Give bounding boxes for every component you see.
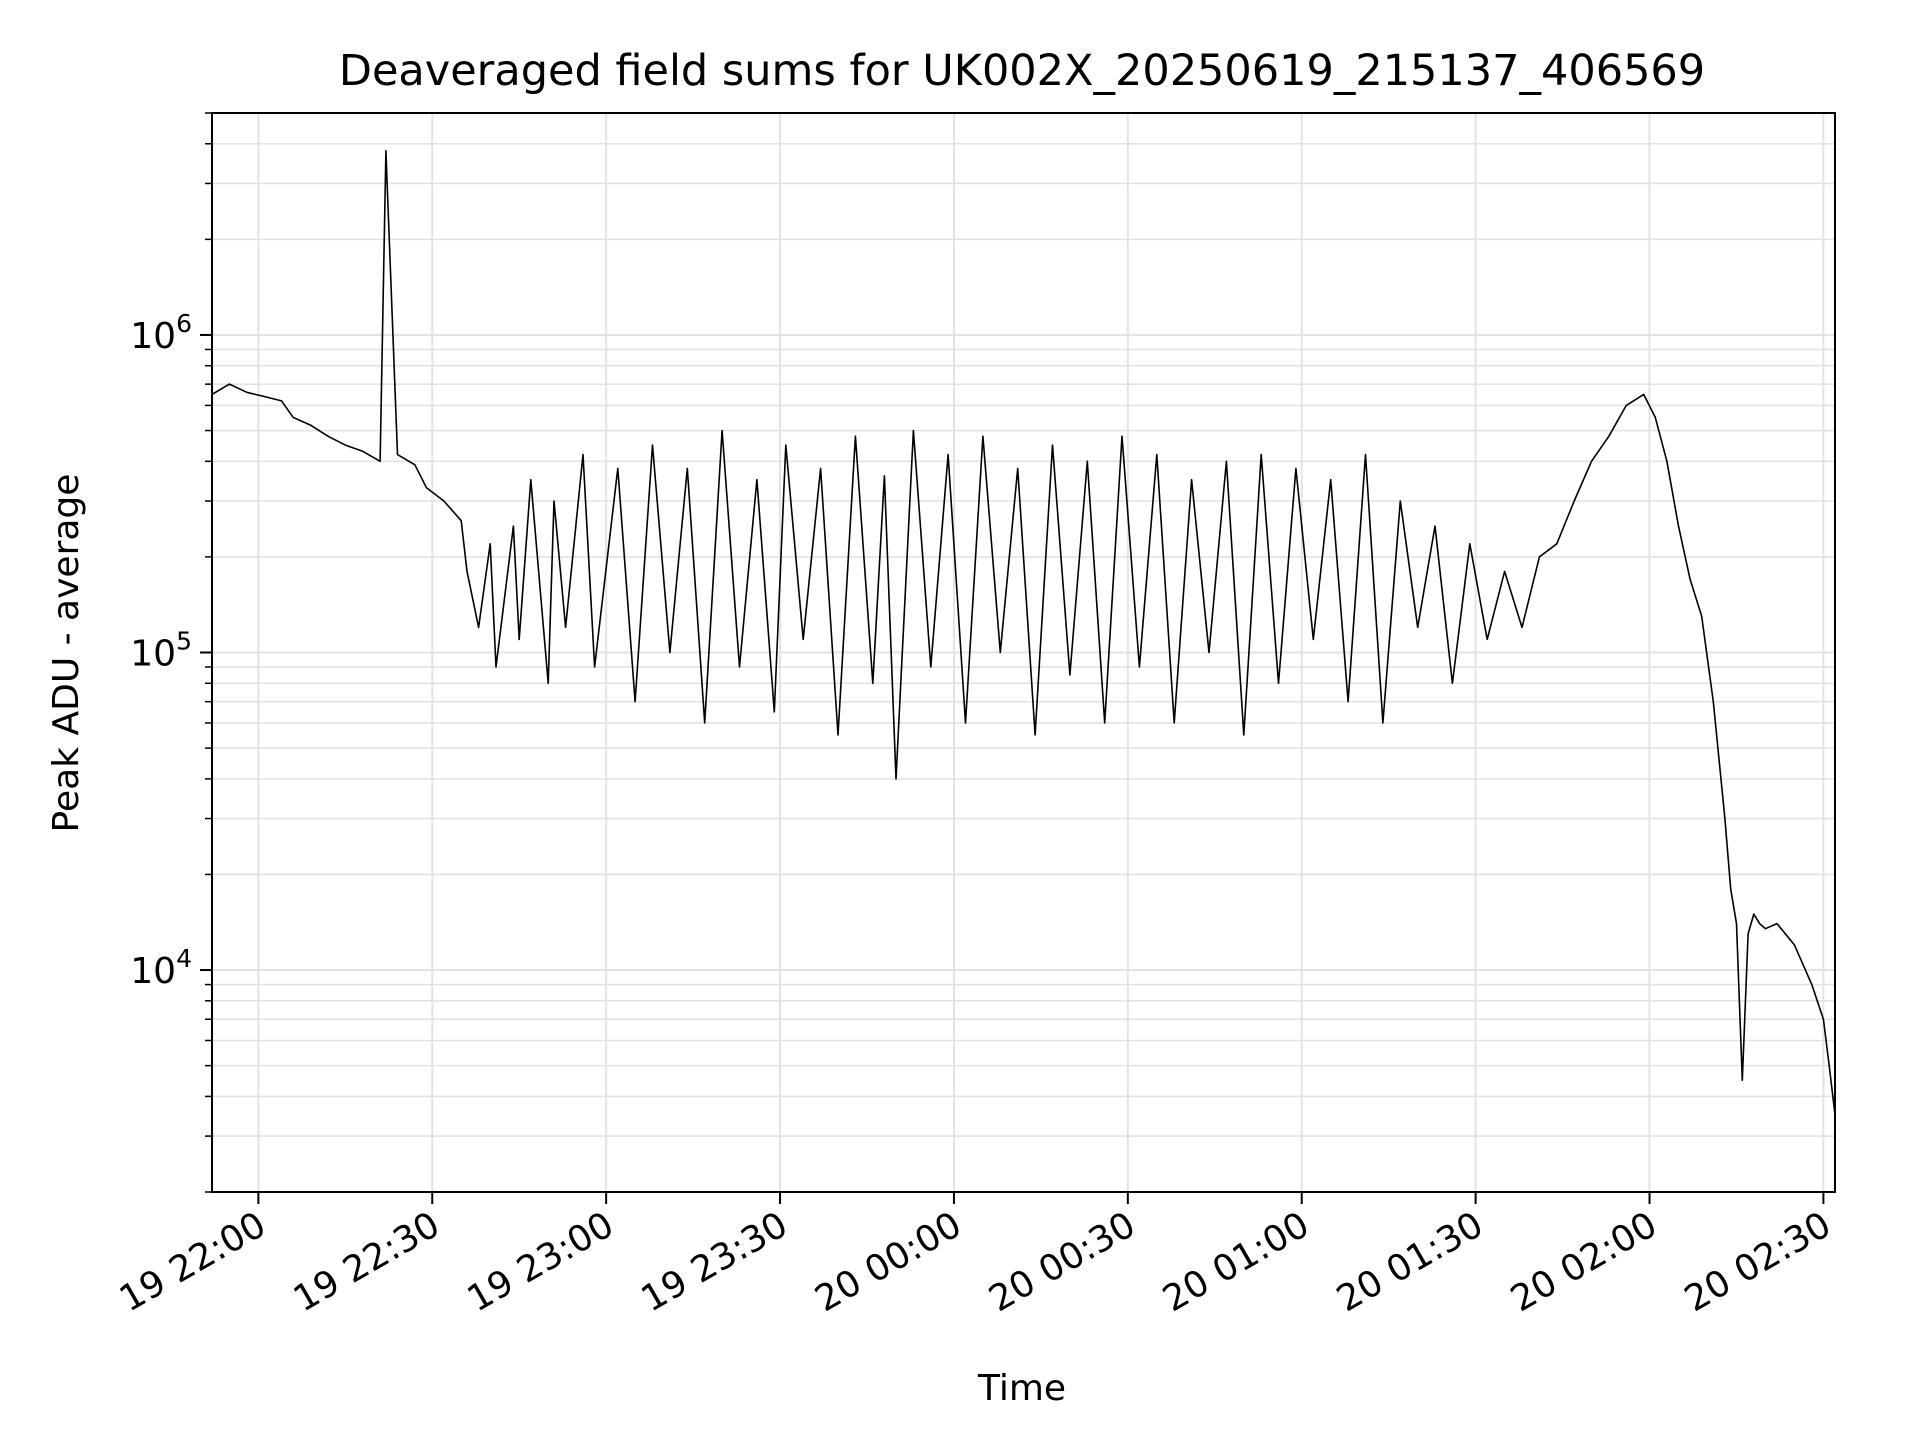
y-tick-label: 106 (130, 309, 192, 357)
series-line-group (211, 150, 1836, 1115)
y-tick-label: 105 (130, 627, 192, 675)
y-tick-label: 104 (130, 944, 192, 992)
chart-title: Deaveraged field sums for UK002X_2025061… (339, 46, 1705, 96)
x-axis-label: Time (977, 1368, 1066, 1409)
series-line (211, 150, 1836, 1115)
y-axis-label: Peak ADU - average (46, 474, 87, 833)
grid (212, 112, 1835, 1193)
y-axis: 104 105 106 (130, 112, 212, 1193)
